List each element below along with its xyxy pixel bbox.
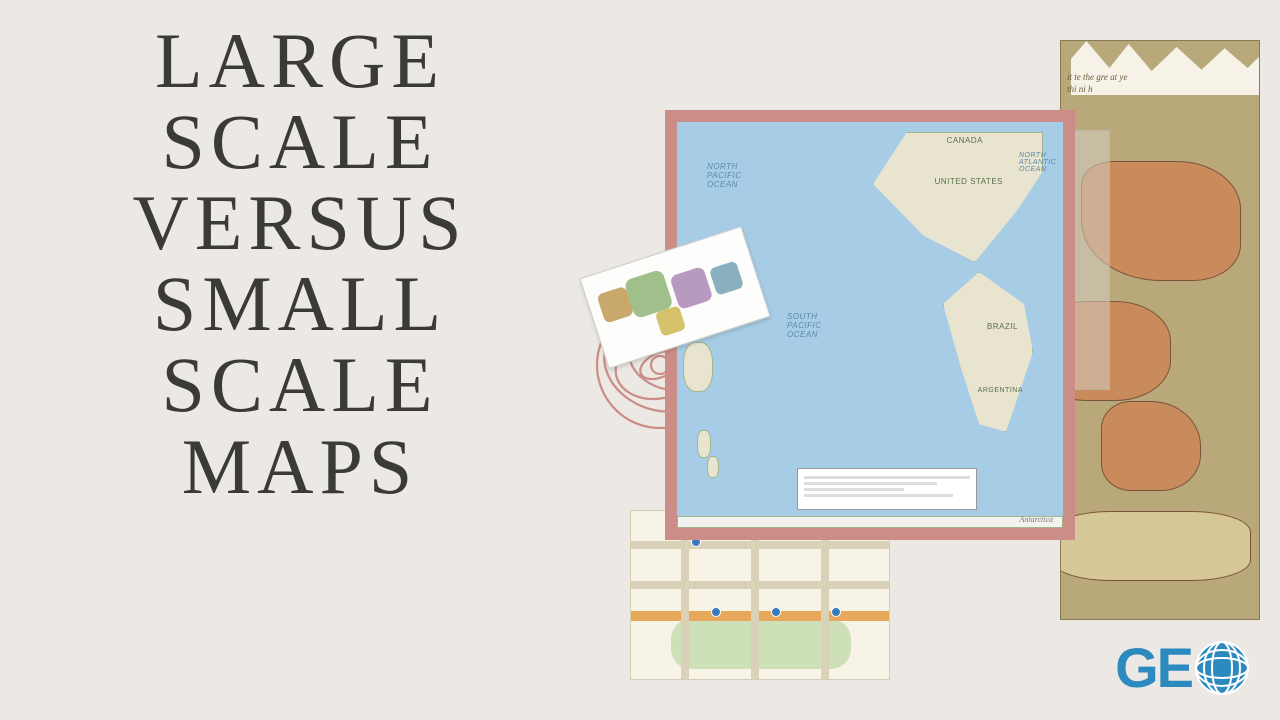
geo-logo: G E <box>1115 635 1250 700</box>
title-line-2: SCALE <box>90 101 510 182</box>
map-marker <box>831 607 841 617</box>
title-line-5: SCALE <box>90 344 510 425</box>
globe-icon <box>1194 640 1250 696</box>
map-marker <box>711 607 721 617</box>
title-line-6: MAPS <box>90 426 510 507</box>
title-line-1: LARGE <box>90 20 510 101</box>
map-collage: it te the gre at ye thi ni h <box>560 40 1260 680</box>
antique-text-fragment: it te the gre at ye thi ni h <box>1067 71 1137 95</box>
title-line-4: SMALL <box>90 263 510 344</box>
logo-letter-e: E <box>1157 635 1192 700</box>
label-argentina: ARGENTINA <box>978 387 1023 394</box>
map-legend-box <box>797 468 977 510</box>
label-canada: CANADA <box>947 136 983 145</box>
label-us: UNITED STATES <box>935 177 1003 186</box>
label-n-atlantic: NORTH ATLANTIC OCEAN <box>1019 152 1059 173</box>
label-antarctica: Antarctica <box>1020 515 1053 524</box>
label-s-pacific: SOUTH PACIFIC OCEAN <box>787 312 837 339</box>
label-brazil: BRAZIL <box>987 322 1018 331</box>
title-line-3: VERSUS <box>90 182 510 263</box>
map-marker <box>771 607 781 617</box>
label-n-pacific: NORTH PACIFIC OCEAN <box>707 162 757 189</box>
logo-letter-g: G <box>1115 635 1157 700</box>
title-block: LARGE SCALE VERSUS SMALL SCALE MAPS <box>90 20 510 507</box>
